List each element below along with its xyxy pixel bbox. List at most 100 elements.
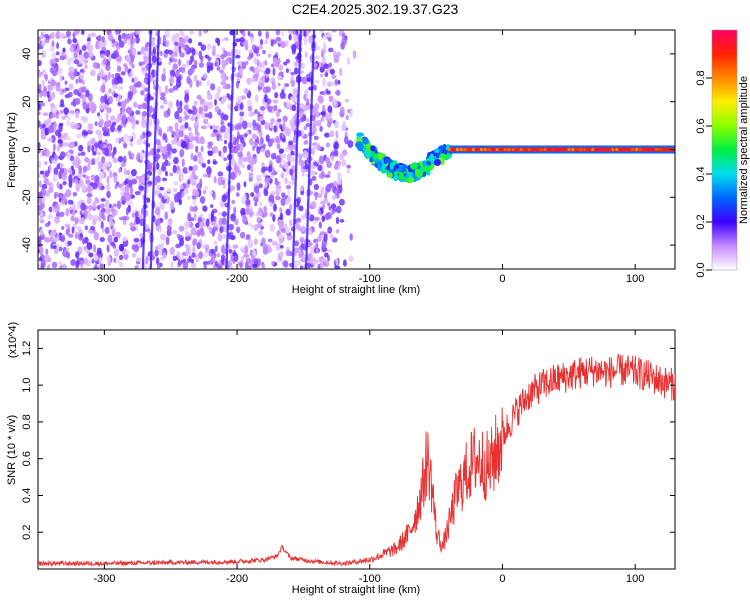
spectrogram-cell: [257, 45, 264, 50]
spectrogram-cell: [279, 71, 284, 76]
spectrogram-cell: [179, 52, 185, 58]
spectrogram-cell: [338, 198, 345, 206]
spectrogram-cell: [141, 66, 146, 72]
spectrogram-cell: [71, 226, 75, 234]
spectrogram-cell: [307, 230, 312, 235]
spectrogram-cell: [471, 148, 475, 151]
spectrogram-cell: [271, 260, 275, 266]
spectrogram-cell: [334, 149, 339, 157]
spectrogram-cell: [286, 196, 292, 203]
spectrogram-cell: [317, 210, 321, 215]
spectrogram-cell: [193, 74, 198, 83]
spectrogram-cell: [295, 221, 300, 230]
spectrogram-cell: [160, 233, 166, 241]
spectrogram-cell: [82, 131, 89, 136]
spectrogram-cell: [342, 120, 346, 130]
spectrogram-cell: [150, 74, 153, 83]
spectrogram-cell: [306, 30, 310, 37]
spectrogram-cell: [235, 143, 241, 152]
spectrogram-cell: [220, 81, 226, 86]
spectrogram-cell: [269, 123, 274, 129]
spectrogram-cell: [266, 98, 272, 105]
spectrogram-cell: [289, 76, 294, 81]
colorbar-tick-label: 0.8: [695, 70, 707, 85]
spectrogram-cell: [324, 212, 330, 221]
spectrogram-cell: [255, 52, 261, 57]
spectrogram-cell: [83, 236, 89, 244]
spectrogram-cell: [235, 226, 241, 234]
spectrogram-cell: [38, 103, 41, 108]
spectrogram-cell: [165, 39, 170, 48]
spectrogram-cell: [203, 118, 209, 125]
spectrogram-cell: [182, 167, 189, 174]
spectrogram-cell: [44, 170, 50, 177]
spectrogram-cell: [309, 252, 313, 260]
spectrogram-cell: [218, 211, 222, 216]
spectrogram-cell: [251, 77, 257, 82]
spectrogram-cell: [60, 235, 66, 243]
spectrogram-cell: [270, 117, 275, 124]
spectrogram-cell: [178, 45, 182, 54]
spectrogram-cell: [244, 207, 250, 216]
spectrogram-y-tick-label: 20: [21, 96, 33, 108]
spectrogram-cell: [265, 134, 270, 143]
spectrogram-cell: [131, 178, 138, 185]
spectrogram-cell: [167, 218, 173, 226]
spectrogram-cell: [511, 148, 515, 151]
spectrogram-y-tick-label: 0: [21, 146, 33, 152]
spectrogram-cell: [563, 148, 567, 151]
spectrogram-cell: [113, 236, 119, 243]
spectrogram-cell: [84, 156, 89, 163]
spectrogram-cell: [210, 214, 215, 222]
spectrogram-cell: [86, 37, 91, 43]
spectrogram-cell: [74, 216, 79, 225]
spectrogram-cell: [88, 252, 94, 258]
spectrogram-cell: [116, 183, 123, 188]
spectrogram-cell: [136, 81, 142, 88]
spectrogram-cell: [38, 257, 43, 262]
spectrogram-cell: [193, 100, 198, 106]
spectrogram-cell: [311, 176, 317, 181]
spectrogram-cell: [249, 66, 255, 72]
spectrogram-cell: [259, 201, 263, 206]
spectrogram-cell: [65, 207, 70, 217]
spectrogram-cell: [111, 151, 115, 159]
spectrogram-cell: [323, 63, 329, 69]
spectrogram-cell: [198, 80, 202, 87]
spectrogram-cell: [55, 191, 59, 198]
spectrogram-cell: [304, 139, 309, 145]
spectrogram-cell: [254, 109, 258, 115]
spectrogram-cell: [213, 240, 218, 245]
spectrogram-cell: [240, 207, 246, 216]
spectrogram-cell: [38, 120, 41, 128]
spectrogram-cell: [222, 85, 228, 90]
spectrogram-cell: [218, 259, 222, 266]
spectrogram-cell: [108, 216, 113, 223]
spectrogram-cell: [151, 39, 156, 48]
spectrogram-cell: [248, 49, 253, 54]
spectrogram-cell: [58, 155, 64, 161]
spectrogram-cell: [190, 136, 196, 141]
spectrogram-cell: [105, 64, 111, 72]
spectrogram-cell: [275, 135, 280, 143]
spectrogram-cell: [86, 193, 93, 198]
spectrogram-cell: [110, 241, 116, 247]
spectrogram-cell: [172, 164, 177, 174]
spectrogram-cell: [422, 166, 430, 172]
spectrogram-cell: [304, 163, 309, 170]
spectrogram-cell: [312, 144, 317, 152]
spectrogram-cell: [94, 264, 98, 269]
spectrogram-cell: [128, 150, 132, 157]
spectrogram-cell: [241, 249, 246, 254]
spectrogram-cell: [83, 51, 89, 59]
spectrogram-cell: [325, 142, 331, 148]
spectrogram-cell: [56, 42, 60, 50]
spectrogram-cell: [100, 185, 105, 191]
spectrogram-cell: [138, 61, 144, 67]
spectrogram-cell: [50, 31, 56, 39]
spectrogram-cell: [143, 47, 149, 52]
spectrogram-cell: [107, 109, 112, 114]
spectrogram-cell: [178, 225, 185, 232]
spectrogram-cell: [131, 47, 137, 57]
spectrogram-cell: [288, 203, 293, 212]
